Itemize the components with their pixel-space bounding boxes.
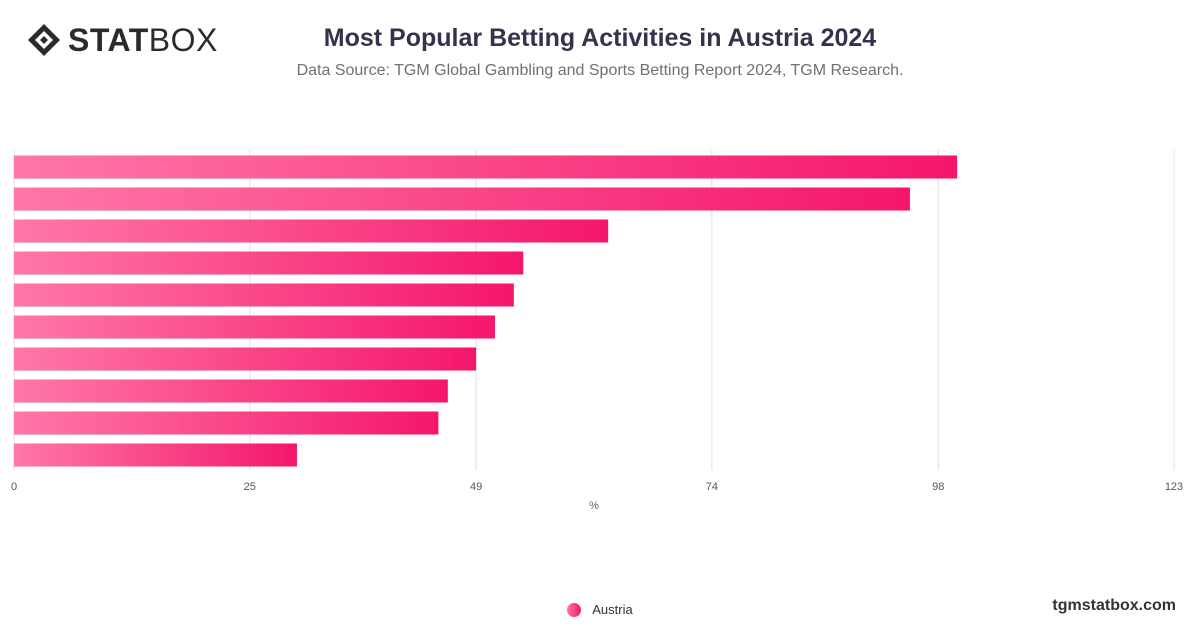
bar[interactable] (14, 219, 609, 243)
x-axis-ticks: 0 25 49 74 98 123 (11, 481, 1183, 493)
chart-subtitle: Data Source: TGM Global Gambling and Spo… (296, 62, 904, 79)
x-tick-label: 49 (470, 481, 482, 493)
logo: STATBOX (26, 22, 218, 58)
bar[interactable] (14, 347, 477, 371)
x-tick-label: 74 (706, 481, 718, 493)
bar[interactable] (14, 283, 514, 307)
bar[interactable] (14, 187, 910, 211)
x-axis-title: % (589, 500, 599, 512)
logo-wordmark: STATBOX (68, 22, 218, 58)
x-tick-label: 25 (244, 481, 256, 493)
bars (14, 155, 958, 467)
site-url: tgmstatbox.com (1052, 597, 1176, 614)
bar[interactable] (14, 315, 495, 339)
legend[interactable]: Austria (0, 602, 1200, 617)
legend-marker-icon (567, 602, 582, 617)
bar[interactable] (14, 379, 448, 403)
bar[interactable] (14, 251, 524, 275)
x-tick-label: 123 (1165, 481, 1183, 493)
chart-title: Most Popular Betting Activities in Austr… (323, 24, 877, 52)
bar[interactable] (14, 443, 297, 467)
x-tick-label: 98 (932, 481, 944, 493)
bar[interactable] (14, 411, 439, 435)
legend-label: Austria (592, 602, 633, 617)
bar[interactable] (14, 155, 958, 179)
x-tick-label: 0 (11, 481, 17, 493)
statbox-logo-icon (28, 24, 60, 56)
